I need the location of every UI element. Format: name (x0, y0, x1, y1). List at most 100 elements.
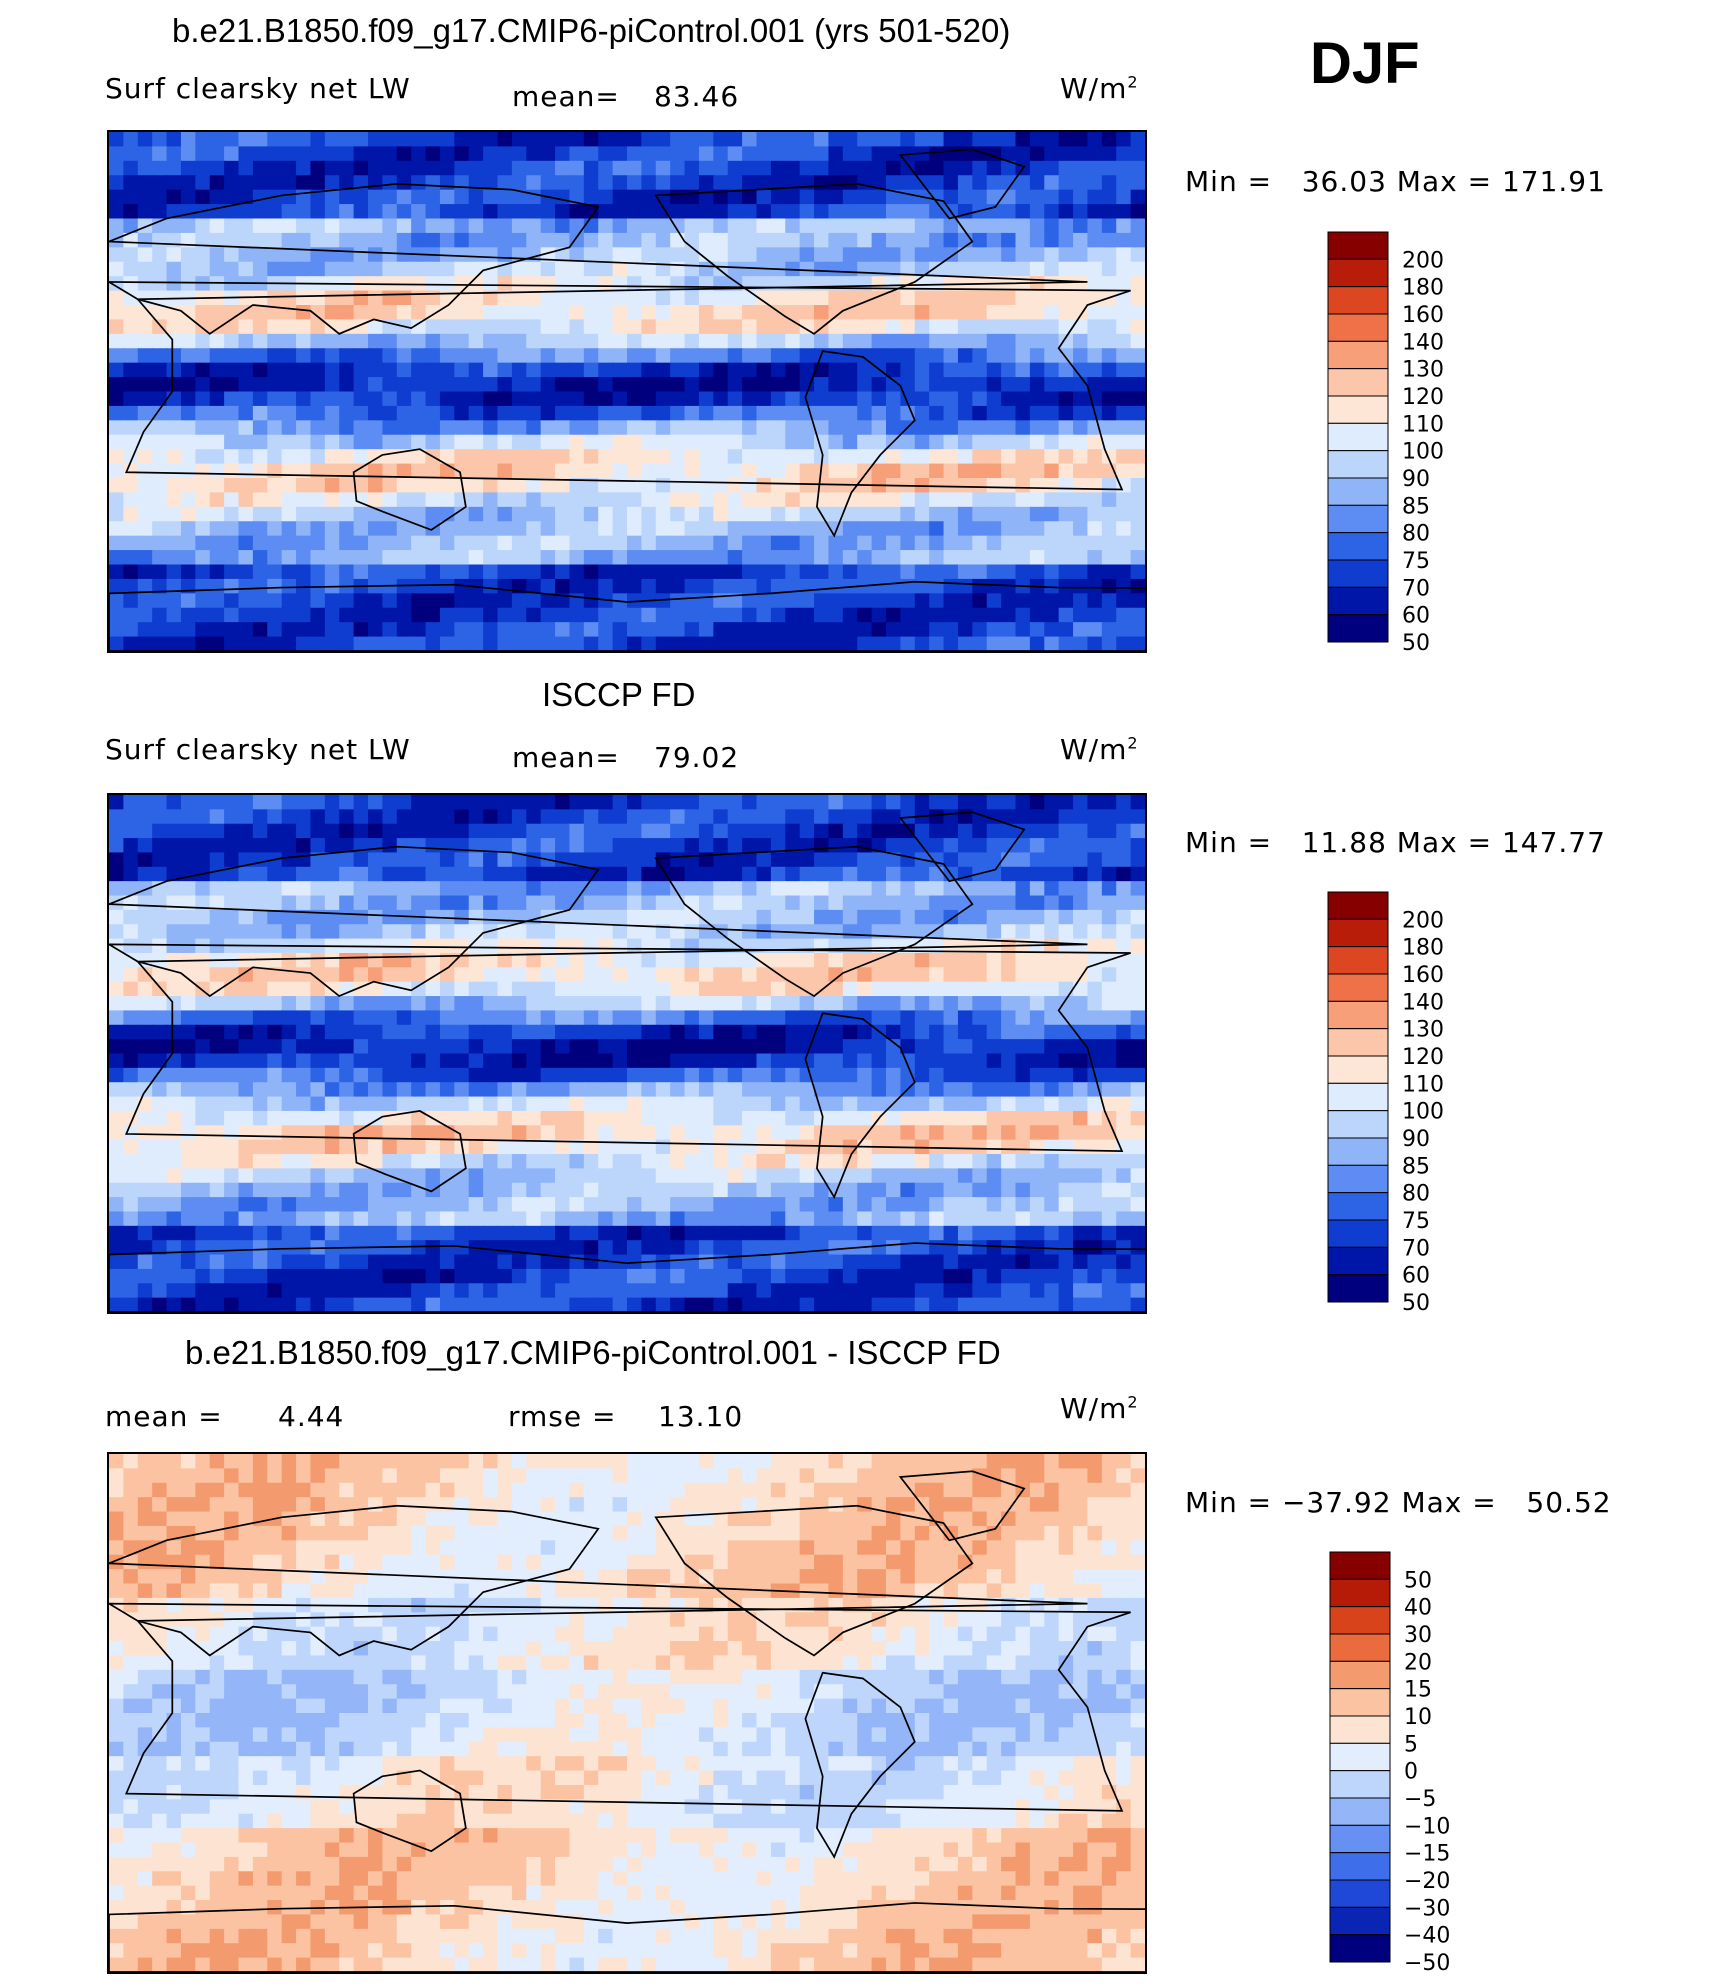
colorbar-tick-label: −5 (1404, 1787, 1436, 1812)
colorbar-swatch (1329, 1715, 1391, 1744)
colorbar-swatch (1329, 1742, 1391, 1772)
panel-2-variable-label: Surf clearsky net LW (105, 733, 411, 766)
panel-2-colorbar: 200 180 160 140 130 120 110 100 90 85 80 75 70 60 50 (1327, 891, 1444, 1316)
colorbar-tick-label: 5 (1404, 1732, 1418, 1757)
colorbar-tick-label: −40 (1404, 1924, 1450, 1949)
colorbar-tick-label: 80 (1402, 1182, 1430, 1207)
panel-1-variable-label: Surf clearsky net LW (105, 72, 411, 105)
colorbar-swatch (1327, 559, 1389, 588)
colorbar-tick-label: 130 (1402, 358, 1444, 383)
colorbar-tick-label: 100 (1402, 1100, 1444, 1125)
colorbar-tick-label: 90 (1402, 1127, 1430, 1152)
colorbar-swatch (1327, 1192, 1389, 1221)
colorbar-tick-label: 100 (1402, 440, 1444, 465)
colorbar-swatch (1329, 1606, 1391, 1635)
colorbar-swatch (1327, 891, 1389, 920)
panel-3-minmax: Min = −37.92 Max = 50.52 (1185, 1486, 1612, 1519)
colorbar-tick-label: 50 (1404, 1568, 1432, 1593)
colorbar-tick-label: 160 (1402, 303, 1444, 328)
panel-1-units: W/m2 (1060, 72, 1139, 105)
colorbar-swatch (1329, 1824, 1391, 1854)
colorbar-tick-label: 140 (1402, 990, 1444, 1015)
colorbar-swatch (1327, 1028, 1389, 1057)
colorbar-swatch (1327, 1219, 1389, 1248)
coastline-antarctica (109, 1242, 1145, 1312)
panel-1-map (107, 130, 1147, 653)
colorbar-tick-label: −30 (1404, 1896, 1450, 1921)
colorbar-swatch (1327, 1000, 1389, 1030)
colorbar-tick-label: 50 (1402, 1291, 1430, 1316)
colorbar-swatch (1329, 1879, 1391, 1908)
colorbar-swatch (1327, 586, 1389, 616)
panel-2-mean-label: mean= (512, 741, 620, 774)
panel-3-rmse-value: 13.10 (658, 1400, 744, 1433)
coastline-australia (352, 1769, 467, 1853)
colorbar-swatch (1327, 286, 1389, 315)
coastline-australia (352, 1110, 467, 1193)
colorbar-tick-label: 160 (1402, 963, 1444, 988)
colorbar-tick-label: 110 (1402, 1072, 1444, 1097)
panel-2-mean-value: 79.02 (654, 741, 740, 774)
panel-1-mean-value: 83.46 (654, 80, 740, 113)
colorbar-swatch (1329, 1797, 1391, 1826)
colorbar-tick-label: 130 (1402, 1018, 1444, 1043)
coastline-australia (352, 448, 467, 531)
colorbar-tick-label: 200 (1402, 908, 1444, 933)
coastline-africa (109, 1602, 1131, 1812)
colorbar-tick-label: 120 (1402, 1045, 1444, 1070)
colorbar-swatch (1327, 395, 1389, 424)
colorbar-tick-label: −50 (1404, 1951, 1450, 1976)
coastline-greenland (898, 811, 1026, 883)
colorbar-tick-label: −10 (1404, 1814, 1450, 1839)
colorbar-tick-label: 0 (1404, 1760, 1418, 1785)
colorbar-swatch (1327, 1137, 1389, 1166)
coastline-namerica (654, 183, 974, 335)
colorbar-swatch (1329, 1551, 1391, 1580)
coastline-eurasia (109, 845, 1088, 998)
coastline-africa (109, 943, 1131, 1153)
colorbar-tick-label: 200 (1402, 248, 1444, 273)
colorbar-tick-label: 80 (1402, 522, 1430, 547)
coastline-greenland (898, 1470, 1026, 1542)
colorbar-tick-label: 110 (1402, 412, 1444, 437)
colorbar-swatch (1327, 368, 1389, 397)
panel-3-title: b.e21.B1850.f09_g17.CMIP6-piControl.001 … (185, 1334, 1001, 1371)
colorbar-swatch (1327, 1082, 1389, 1112)
colorbar-swatch (1327, 313, 1389, 342)
panel-3-rmse-label: rmse = (508, 1400, 617, 1433)
colorbar-swatch (1327, 1164, 1389, 1194)
colorbar-tick-label: 75 (1402, 549, 1430, 574)
coastline-eurasia (109, 183, 1088, 335)
colorbar-tick-label: 10 (1404, 1705, 1432, 1730)
colorbar-swatch (1327, 477, 1389, 506)
colorbar-tick-label: 85 (1402, 494, 1430, 519)
colorbar-tick-label: 30 (1404, 1623, 1432, 1648)
colorbar-swatch (1327, 450, 1389, 479)
panel-2-title: ISCCP FD (542, 676, 696, 713)
colorbar-swatch (1327, 918, 1389, 948)
colorbar-tick-label: −15 (1404, 1842, 1450, 1867)
colorbar-tick-label: 120 (1402, 385, 1444, 410)
colorbar-tick-label: 20 (1404, 1650, 1432, 1675)
coastline-namerica (654, 1504, 974, 1657)
colorbar-swatch (1329, 1770, 1391, 1799)
colorbar-tick-label: 15 (1404, 1678, 1432, 1703)
colorbar-swatch (1327, 340, 1389, 370)
panel-2-units: W/m2 (1060, 733, 1139, 766)
colorbar-swatch (1327, 1110, 1389, 1139)
colorbar-swatch (1327, 532, 1389, 561)
colorbar-swatch (1329, 1852, 1391, 1881)
panel-1-minmax: Min = 36.03 Max = 171.91 (1185, 165, 1606, 198)
colorbar-tick-label: 40 (1404, 1596, 1432, 1621)
colorbar-swatch (1327, 1274, 1389, 1303)
panel-2-map (107, 793, 1147, 1314)
colorbar-swatch (1327, 973, 1389, 1002)
colorbar-swatch (1329, 1688, 1391, 1717)
colorbar-swatch (1327, 1246, 1389, 1276)
panel-3-map (107, 1452, 1147, 1974)
colorbar-tick-label: 75 (1402, 1209, 1430, 1234)
colorbar-tick-label: 70 (1402, 576, 1430, 601)
panel-1-title: b.e21.B1850.f09_g17.CMIP6-piControl.001 … (172, 12, 1011, 49)
panel-3-units: W/m2 (1060, 1392, 1139, 1425)
colorbar-tick-label: 180 (1402, 936, 1444, 961)
